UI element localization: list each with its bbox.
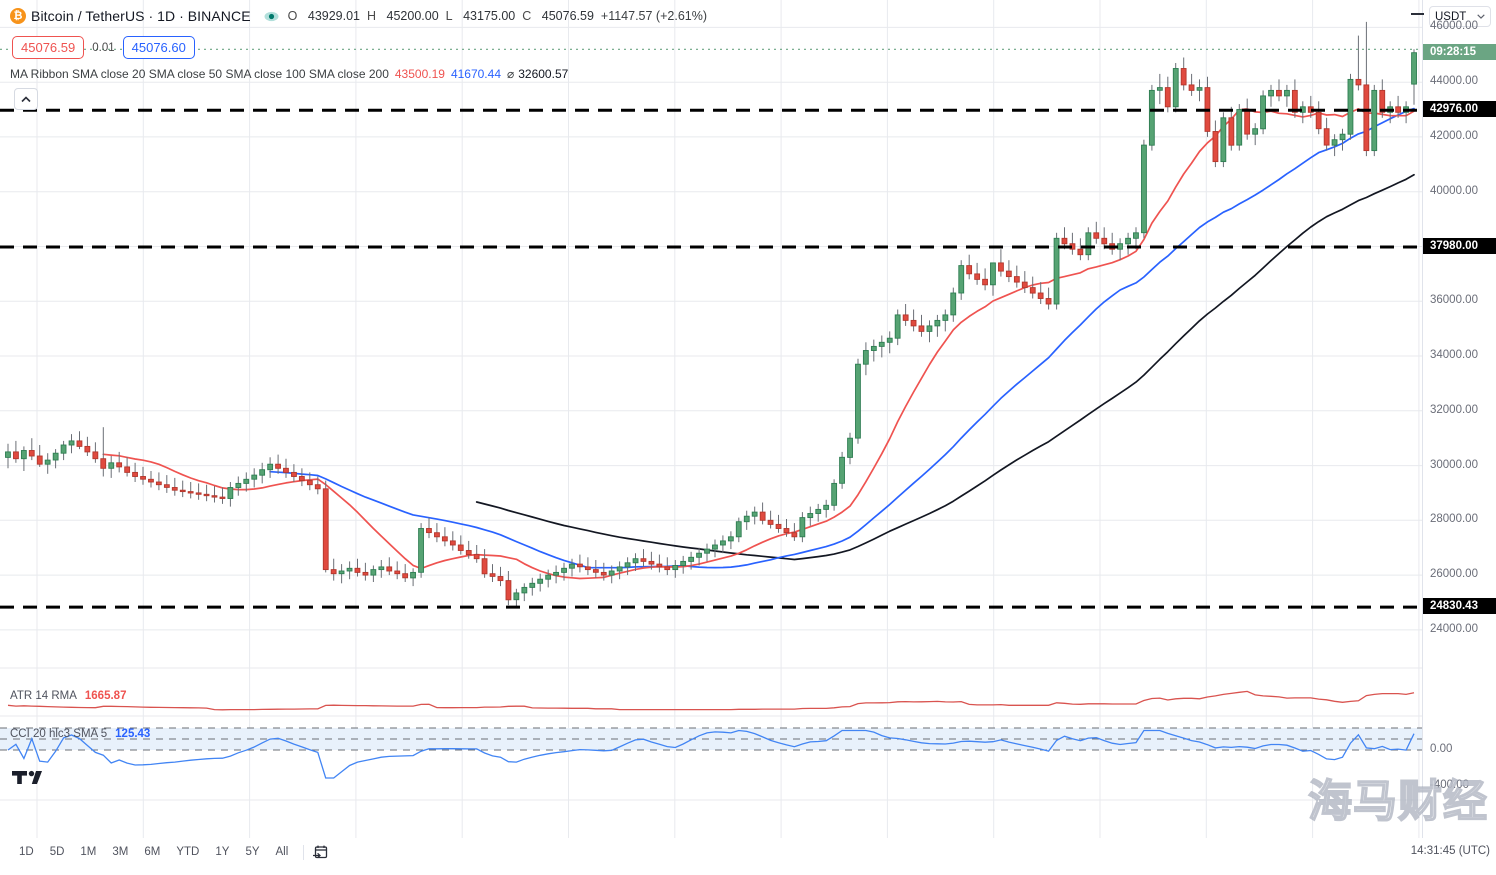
currency-selector[interactable]: USDT — [1429, 6, 1491, 27]
bottom-toolbar — [0, 838, 1496, 875]
ohlc-close: C 45076.59 — [522, 9, 601, 23]
atr-legend-value: 1665.87 — [84, 690, 127, 702]
range-button-3m[interactable]: 3M — [105, 843, 135, 861]
calendar-goto-icon[interactable] — [312, 844, 329, 861]
price-axis-tick: 26000.00 — [1430, 568, 1478, 581]
price-axis-tick: 36000.00 — [1430, 294, 1478, 307]
ma-ribbon-value-black: 32600.57 — [518, 67, 569, 81]
candle-series — [5, 21, 1417, 608]
price-level-badge[interactable]: 37980.00 — [1423, 238, 1496, 255]
price-level-lines — [0, 48, 1422, 609]
ma-ribbon-name[interactable]: MA Ribbon SMA close 20 SMA close 50 SMA … — [10, 67, 389, 81]
ohlc-low-value: 43175.00 — [463, 9, 516, 23]
price-level-badge[interactable]: 24830.43 — [1423, 598, 1496, 615]
chart-clock: 14:31:45 (UTC) — [1410, 845, 1490, 857]
price-level-badge[interactable]: 42976.00 — [1423, 101, 1496, 118]
ohlc-high-value: 45200.00 — [386, 9, 439, 23]
quote-row: 45076.59 0.01 45076.60 — [12, 36, 195, 59]
atr-indicator-line — [7, 690, 1415, 711]
ohlc-open-label: O — [287, 9, 298, 23]
bid-price[interactable]: 45076.59 — [12, 36, 85, 59]
cci-legend[interactable]: CCI 20 hlc3 SMA 5 125.43 — [10, 728, 150, 740]
price-axis-tick: 24000.00 — [1430, 622, 1478, 635]
price-axis-tick: 28000.00 — [1430, 513, 1478, 526]
sma-200-line — [475, 173, 1415, 561]
collapse-header-icon[interactable] — [1411, 13, 1424, 15]
ohlc-low-label: L — [445, 9, 453, 23]
range-button-1m[interactable]: 1M — [73, 843, 103, 861]
cci-axis-neg: -400.00 — [1430, 779, 1470, 791]
countdown-badge[interactable]: 09:28:15 — [1423, 43, 1496, 60]
visibility-eye-icon[interactable] — [264, 9, 279, 24]
ask-price[interactable]: 45076.60 — [122, 36, 195, 59]
symbol-name[interactable]: Bitcoin / TetherUS — [31, 8, 145, 24]
price-axis-tick: 40000.00 — [1430, 184, 1478, 197]
atr-legend[interactable]: ATR 14 RMA 1665.87 — [10, 690, 126, 702]
price-axis-tick: 34000.00 — [1430, 349, 1478, 362]
legend-sep-2: · — [179, 8, 184, 24]
range-button-ytd[interactable]: YTD — [169, 843, 206, 861]
exchange-label[interactable]: BINANCE — [187, 8, 251, 24]
time-range-buttons[interactable]: 1D 5D 1M 3M 6M YTD 1Y 5Y All — [12, 843, 329, 861]
ohlc-open: O 43929.01 — [288, 9, 367, 23]
price-axis-tick: 46000.00 — [1430, 20, 1478, 33]
ohlc-open-value: 43929.01 — [307, 9, 361, 23]
price-axis-tick: 42000.00 — [1430, 129, 1478, 142]
chevron-up-icon[interactable] — [14, 88, 38, 110]
chevron-down-icon — [1477, 14, 1485, 19]
interval-label[interactable]: 1D — [157, 8, 176, 24]
legend-sep-1: · — [148, 8, 154, 24]
ohlc-high-label: H — [367, 9, 377, 23]
price-axis[interactable]: USDT 46000.0044000.0042000.0040000.00380… — [1422, 0, 1496, 838]
chart-plot-area[interactable] — [0, 0, 1422, 838]
range-button-5d[interactable]: 5D — [43, 843, 72, 861]
chart-gridlines — [0, 0, 1422, 838]
ma-ribbon-symbol: ⌀ — [507, 67, 515, 81]
ma-ribbon-value-blue: 41670.44 — [450, 67, 501, 81]
candlestick-chart — [0, 0, 1422, 838]
sma-100-line — [269, 107, 1415, 569]
cci-indicator-line — [0, 727, 1422, 779]
toolbar-divider — [303, 844, 305, 860]
ohlc-change: +1147.57 (+2.61%) — [600, 9, 708, 23]
price-axis-tick: 44000.00 — [1430, 75, 1478, 88]
cci-legend-name: CCI 20 hlc3 SMA 5 — [10, 728, 108, 740]
ohlc-close-label: C — [522, 9, 532, 23]
ma-ribbon-legend[interactable]: MA Ribbon SMA close 20 SMA close 50 SMA … — [10, 67, 568, 81]
price-axis-tick: 30000.00 — [1430, 458, 1478, 471]
cci-legend-value: 125.43 — [115, 728, 151, 740]
range-button-1d[interactable]: 1D — [12, 843, 41, 861]
ohlc-high: H 45200.00 — [367, 9, 446, 23]
tradingview-logo[interactable] — [12, 768, 50, 793]
sma-50-line — [102, 108, 1415, 580]
range-button-6m[interactable]: 6M — [137, 843, 167, 861]
range-button-all[interactable]: All — [269, 843, 296, 861]
ohlc-close-value: 45076.59 — [541, 9, 594, 23]
ma-ribbon-value-red: 43500.19 — [394, 67, 445, 81]
range-button-5y[interactable]: 5Y — [238, 843, 266, 861]
atr-legend-name: ATR 14 RMA — [10, 690, 77, 702]
spread-value: 0.01 — [92, 41, 115, 54]
currency-label: USDT — [1435, 10, 1467, 23]
ohlc-low: L 43175.00 — [446, 9, 523, 23]
range-button-1y[interactable]: 1Y — [208, 843, 236, 861]
price-axis-tick: 32000.00 — [1430, 403, 1478, 416]
cci-axis-zero: 0.00 — [1430, 743, 1453, 755]
chart-legend-main[interactable]: ₿ Bitcoin / TetherUS · 1D · BINANCE O 43… — [10, 8, 707, 24]
bitcoin-logo: ₿ — [10, 8, 26, 24]
